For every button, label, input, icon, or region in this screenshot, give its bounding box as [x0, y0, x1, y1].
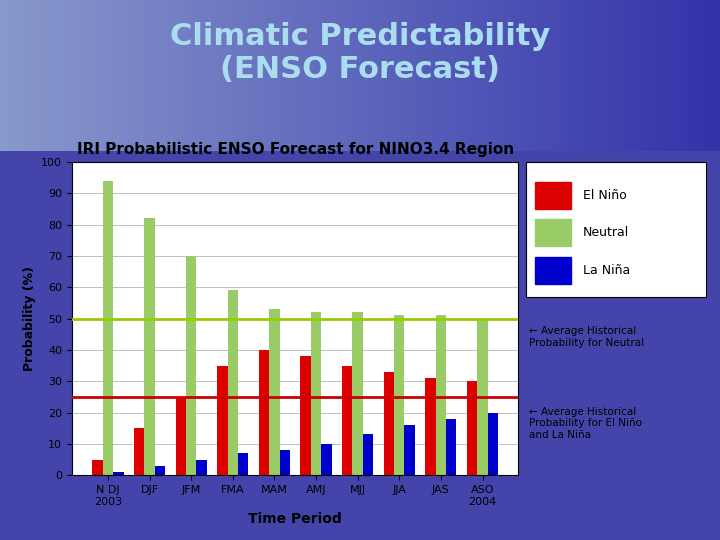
Text: Climatic Predictability
(ENSO Forecast): Climatic Predictability (ENSO Forecast) [170, 22, 550, 84]
Bar [238, 453, 248, 475]
Bar [228, 291, 238, 475]
Bar [534, 183, 571, 209]
Bar [384, 372, 394, 475]
Bar [217, 366, 228, 475]
Bar [155, 466, 165, 475]
Bar [467, 381, 477, 475]
Bar [186, 256, 197, 475]
Bar [279, 450, 290, 475]
Y-axis label: Probability (%): Probability (%) [23, 266, 36, 371]
Bar [426, 378, 436, 475]
Text: Neutral: Neutral [583, 226, 629, 239]
Text: La Niña: La Niña [583, 264, 631, 276]
Bar [342, 366, 352, 475]
Bar [113, 472, 124, 475]
Bar [176, 397, 186, 475]
Bar [405, 425, 415, 475]
Bar [352, 312, 363, 475]
Bar [477, 319, 487, 475]
Bar [487, 413, 498, 475]
Bar [197, 460, 207, 475]
Bar [300, 356, 311, 475]
Bar [258, 350, 269, 475]
Bar [363, 435, 373, 475]
Bar [92, 460, 103, 475]
Text: ← Average Historical
Probability for Neutral: ← Average Historical Probability for Neu… [529, 326, 644, 348]
Bar [534, 219, 571, 246]
X-axis label: Time Period: Time Period [248, 512, 342, 526]
Bar [321, 444, 332, 475]
Bar [446, 419, 456, 475]
Bar [311, 312, 321, 475]
Bar [103, 181, 113, 475]
Bar [534, 256, 571, 284]
Bar [269, 309, 279, 475]
Bar [394, 315, 405, 475]
Title: IRI Probabilistic ENSO Forecast for NINO3.4 Region: IRI Probabilistic ENSO Forecast for NINO… [76, 141, 514, 157]
Text: ← Average Historical
Probability for El Niño
and La Niña: ← Average Historical Probability for El … [529, 407, 642, 440]
Bar [134, 428, 144, 475]
Bar [436, 315, 446, 475]
Bar [144, 218, 155, 475]
Text: El Niño: El Niño [583, 189, 627, 202]
